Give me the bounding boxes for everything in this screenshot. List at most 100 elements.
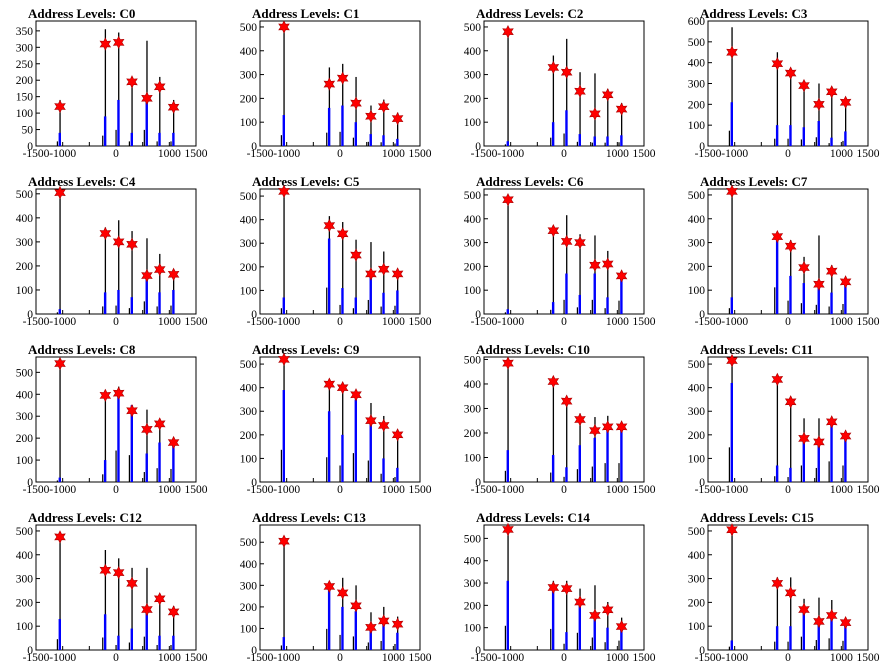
star-marker	[502, 522, 514, 537]
y-tick-label: 0	[251, 477, 257, 489]
bar-minor	[563, 133, 565, 146]
star-marker	[391, 617, 404, 631]
bar-secondary	[354, 611, 357, 650]
bar-peak	[328, 67, 331, 146]
star-marker	[547, 223, 560, 238]
y-tick-label: 150	[16, 92, 34, 104]
bar-secondary	[369, 273, 372, 314]
bar-secondary	[593, 614, 596, 650]
x-tick-label: -1500	[247, 148, 274, 160]
bar-peak	[607, 88, 609, 146]
star-marker	[153, 262, 166, 277]
bar-minor	[828, 143, 830, 146]
bar-peak	[383, 99, 385, 146]
y-tick-label: 200	[464, 93, 482, 105]
bar-secondary	[844, 285, 847, 314]
bar-minor	[102, 637, 104, 650]
bar-secondary	[369, 134, 372, 146]
y-tick-label: 100	[688, 453, 706, 465]
bar-secondary	[369, 420, 372, 482]
bar-secondary	[620, 623, 623, 650]
panel-title: Address Levels: C11	[700, 342, 813, 357]
bar-secondary	[58, 477, 61, 482]
x-tick-label: 0	[561, 148, 567, 160]
star-marker	[153, 80, 166, 94]
bar-peak	[118, 220, 120, 314]
bar-minor	[800, 465, 802, 482]
star-marker	[112, 565, 125, 580]
x-tick-label: 1500	[633, 316, 656, 328]
bar-minor	[128, 308, 130, 314]
x-tick-label: 1500	[857, 148, 880, 160]
star-marker	[726, 45, 738, 59]
bar-peak	[104, 550, 107, 650]
x-tick-label: 0	[113, 148, 119, 160]
bar-minor	[128, 141, 130, 146]
bar-peak	[803, 82, 805, 146]
bar-secondary	[775, 237, 779, 314]
x-tick-label: -1500	[695, 148, 722, 160]
bar-secondary	[844, 623, 847, 650]
bar-peak	[818, 235, 820, 314]
bar-minor	[618, 640, 620, 650]
bar-secondary	[802, 283, 805, 314]
star-marker	[126, 404, 138, 418]
star-marker	[278, 352, 290, 367]
star-marker	[726, 184, 738, 199]
bar-peak	[383, 415, 385, 482]
y-tick-label: 500	[240, 359, 258, 371]
bar-minor	[842, 304, 844, 314]
star-marker	[825, 264, 838, 278]
y-tick-label: 400	[688, 214, 706, 226]
x-tick-label: -1500	[23, 148, 50, 160]
bar-secondary	[551, 122, 555, 146]
star-marker	[377, 418, 390, 433]
x-tick-label: -1000	[721, 316, 748, 328]
bar-peak	[731, 530, 733, 650]
x-tick-label: -1000	[49, 148, 76, 160]
star-marker	[377, 100, 390, 114]
y-tick-label: 0	[27, 477, 33, 489]
y-tick-label: 0	[475, 645, 481, 657]
y-tick-label: 100	[16, 455, 34, 467]
y-tick-label: 200	[240, 430, 258, 442]
bar-secondary	[817, 287, 820, 314]
panel-title: Address Levels: C3	[700, 6, 808, 21]
x-tick-label: 1000	[158, 148, 181, 160]
bar-secondary	[382, 458, 385, 482]
star-marker	[336, 586, 349, 600]
bar-secondary	[382, 624, 385, 650]
y-tick-label: 300	[240, 406, 258, 418]
bar-minor	[380, 306, 382, 314]
star-marker	[365, 109, 377, 123]
x-tick-label: 1500	[857, 652, 880, 664]
bar-minor	[550, 472, 552, 482]
panel-c15: Address Levels: C15 0 100 200 300 400 500 -1500…	[688, 510, 880, 664]
x-tick-label: 0	[785, 148, 791, 160]
panel-c6: Address Levels: C6 0 100 200 300 400 500 -1500-…	[464, 174, 656, 328]
bar-secondary	[145, 453, 148, 482]
bar-peak	[790, 399, 792, 482]
y-tick-label: 100	[688, 120, 706, 132]
bar-secondary	[103, 614, 107, 650]
bar-secondary	[282, 115, 285, 146]
y-tick-label: 200	[240, 93, 258, 105]
y-tick-label: 0	[251, 309, 257, 321]
bar-secondary	[172, 444, 175, 482]
y-tick-label: 400	[688, 550, 706, 562]
bar-minor	[576, 632, 578, 650]
bar-secondary	[593, 437, 596, 482]
panel-c11: Address Levels: C11 0 100 200 300 400 500 -1500…	[688, 342, 880, 496]
y-tick-label: 500	[464, 354, 482, 366]
star-marker	[798, 602, 810, 617]
star-marker	[54, 530, 66, 544]
star-marker	[54, 99, 66, 114]
x-tick-label: -1500	[247, 316, 274, 328]
star-marker	[99, 388, 112, 403]
star-marker	[167, 605, 180, 619]
bar-minor	[143, 301, 145, 314]
bar-secondary	[327, 238, 331, 314]
bar-minor	[504, 312, 506, 314]
bar-minor	[352, 308, 354, 314]
bar-minor	[352, 453, 354, 482]
